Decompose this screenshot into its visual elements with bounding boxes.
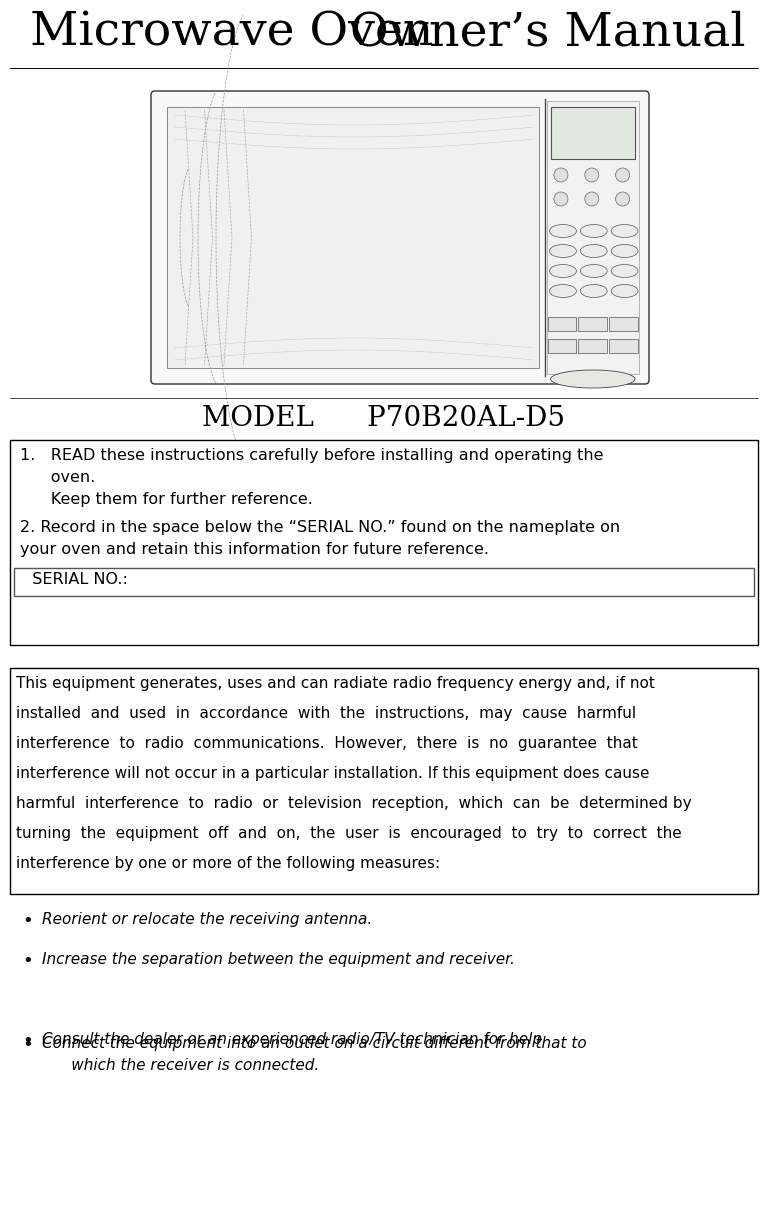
Text: This equipment generates, uses and can radiate radio frequency energy and, if no: This equipment generates, uses and can r… [16, 676, 655, 691]
Text: SERIAL NO.:: SERIAL NO.: [22, 572, 128, 587]
Bar [609, 339, 638, 353]
Bar [578, 339, 607, 353]
Circle shape [616, 168, 630, 182]
Text: your oven and retain this information for future reference.: your oven and retain this information fo… [20, 542, 489, 557]
Text: Connect the equipment into an outlet on a circuit different from that to: Connect the equipment into an outlet on … [42, 1036, 587, 1052]
Text: 2. Record in the space below the “SERIAL NO.” found on the nameplate on: 2. Record in the space below the “SERIAL… [20, 520, 620, 535]
Bar [578, 317, 607, 331]
Text: Owner’s Manual: Owner’s Manual [349, 10, 745, 55]
Text: MODEL      P70B20AL-D5: MODEL P70B20AL-D5 [203, 405, 565, 432]
Bar [548, 317, 576, 331]
Ellipse shape [550, 265, 576, 277]
Bar [551, 107, 635, 160]
Text: Reorient or relocate the receiving antenna.: Reorient or relocate the receiving anten… [42, 912, 372, 928]
Text: interference  to  radio  communications.  However,  there  is  no  guarantee  th: interference to radio communications. Ho… [16, 736, 637, 751]
Bar [547, 101, 639, 374]
Text: •: • [22, 912, 33, 930]
Bar [10, 667, 758, 894]
Text: •: • [22, 952, 33, 971]
Ellipse shape [551, 371, 635, 388]
Ellipse shape [550, 244, 576, 258]
Ellipse shape [611, 285, 638, 297]
Ellipse shape [581, 285, 607, 297]
Text: Consult the dealer or an experienced radio/TV technician for help: Consult the dealer or an experienced rad… [42, 1032, 542, 1047]
Text: •: • [22, 1032, 33, 1050]
Text: •: • [22, 1036, 33, 1054]
FancyBboxPatch shape [151, 91, 649, 384]
Text: harmful  interference  to  radio  or  television  reception,  which  can  be  de: harmful interference to radio or televis… [16, 796, 692, 811]
Text: installed  and  used  in  accordance  with  the  instructions,  may  cause  harm: installed and used in accordance with th… [16, 706, 636, 721]
Ellipse shape [581, 265, 607, 277]
Ellipse shape [581, 244, 607, 258]
Text: Microwave Oven: Microwave Oven [30, 10, 433, 55]
Text: turning  the  equipment  off  and  on,  the  user  is  encouraged  to  try  to  : turning the equipment off and on, the us… [16, 826, 682, 840]
Ellipse shape [611, 225, 638, 238]
Text: oven.: oven. [20, 470, 95, 485]
Ellipse shape [611, 265, 638, 277]
Ellipse shape [550, 285, 576, 297]
Circle shape [554, 191, 568, 206]
Circle shape [584, 168, 599, 182]
Text: 1.   READ these instructions carefully before installing and operating the: 1. READ these instructions carefully bef… [20, 448, 604, 463]
Text: which the receiver is connected.: which the receiver is connected. [42, 1058, 319, 1072]
Bar [10, 440, 758, 645]
Ellipse shape [581, 225, 607, 238]
Bar [609, 317, 638, 331]
Ellipse shape [550, 225, 576, 238]
Ellipse shape [611, 244, 638, 258]
Bar [167, 107, 538, 368]
Text: Keep them for further reference.: Keep them for further reference. [20, 492, 313, 507]
Circle shape [554, 168, 568, 182]
Text: interference will not occur in a particular installation. If this equipment does: interference will not occur in a particu… [16, 766, 650, 782]
Text: Increase the separation between the equipment and receiver.: Increase the separation between the equi… [42, 952, 515, 967]
Bar [548, 339, 576, 353]
Text: interference by one or more of the following measures:: interference by one or more of the follo… [16, 856, 440, 871]
Bar [14, 568, 754, 596]
Circle shape [616, 191, 630, 206]
Circle shape [584, 191, 599, 206]
